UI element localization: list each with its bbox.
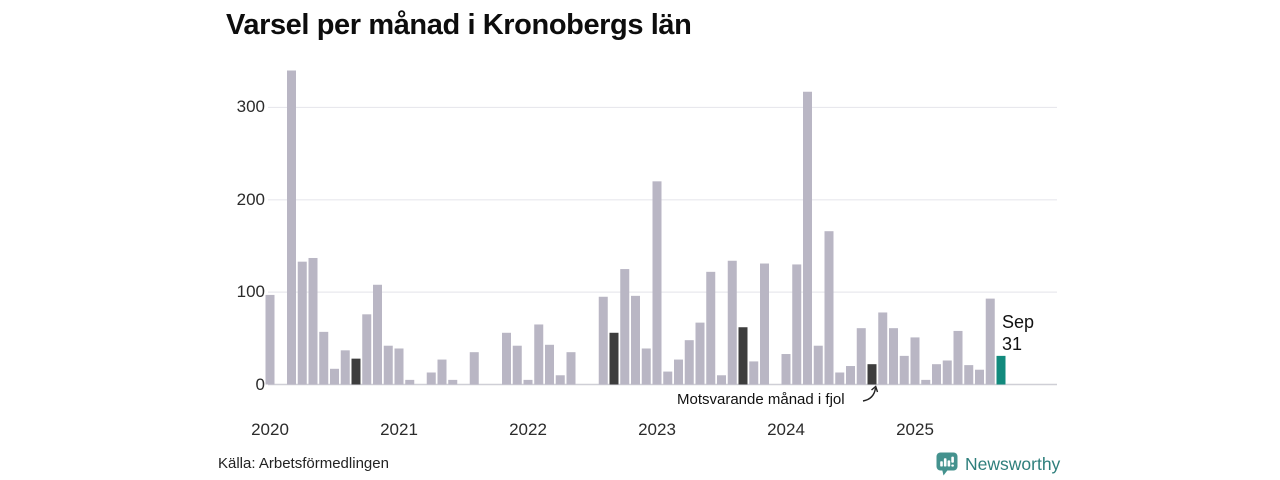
bar-2021-06 [448,379,458,385]
brand-name: Newsworthy [965,453,1061,474]
bar-2022-02 [534,324,544,385]
bar-2023-06 [706,271,716,385]
bar-2023-09 [738,327,748,385]
latest-value: 31 [1002,334,1023,354]
bar-2020-05 [308,257,318,385]
bar-2020-12 [383,345,393,385]
bar-2025-08 [985,298,995,385]
bar-2024-01 [781,354,791,385]
bar-2024-11 [889,328,898,385]
bar-2023-01 [652,181,662,385]
bar-2024-05 [824,231,834,385]
bar-2020-08 [340,350,350,385]
bar-2023-03 [674,359,683,385]
bar-2025-09 [996,355,1006,385]
chart-title: Varsel per månad i Kronobergs län [226,9,692,41]
bar-2023-07 [717,375,726,385]
bar-2022-12 [641,348,651,385]
brand-logo: Newsworthy [936,452,1060,476]
newsworthy-bubble-chart-icon [936,452,958,476]
bar-2024-04 [813,345,823,385]
bar-2021-12 [512,345,522,385]
bar-2020-01 [265,294,275,385]
bar-2025-04 [942,360,952,385]
bar-2025-06 [964,365,974,385]
bar-2022-10 [620,269,630,385]
bar-2022-09 [609,332,619,385]
bar-2025-02 [921,379,931,385]
bar-2021-08 [469,352,479,385]
y-tick-label: 300 [236,97,265,117]
bar-2024-09 [867,364,877,385]
bar-2024-03 [803,91,812,385]
bar-2023-11 [760,263,769,385]
bar-2023-04 [684,340,694,385]
x-tick-label: 2022 [509,420,547,439]
bar-2025-01 [910,337,920,385]
bar-2022-01 [523,379,533,385]
bar-2024-10 [878,312,888,385]
bar-2023-08 [727,260,737,385]
bar-2023-02 [663,371,673,385]
bar-2023-05 [695,322,705,385]
bar-2021-05 [437,359,447,385]
bar-2021-11 [502,332,511,385]
x-tick-label: 2024 [767,420,805,439]
bar-2021-04 [426,372,436,385]
bar-2020-10 [362,314,372,385]
x-tick-label: 2025 [896,420,934,439]
bar-2025-05 [953,330,963,385]
bar-2024-12 [899,355,909,385]
bar-2020-07 [330,368,339,385]
bar-2020-04 [297,261,307,385]
bar-2022-08 [598,296,608,385]
bar-2022-11 [631,295,640,385]
bar-2023-10 [749,361,759,385]
bar-2022-04 [555,375,565,385]
annotation-arrow-icon [862,385,879,402]
annotation-label: Motsvarande månad i fjol [677,391,845,408]
latest-value-label: Sep 31 [1002,311,1034,355]
bar-2024-08 [856,328,866,385]
y-tick-label: 0 [255,374,265,394]
x-tick-label: 2021 [380,420,418,439]
bar-2024-02 [792,264,802,385]
bar-2020-11 [373,284,382,385]
y-tick-label: 100 [236,282,265,302]
bar-2022-03 [545,344,554,385]
source-label: Källa: Arbetsförmedlingen [218,455,389,472]
y-tick-label: 200 [236,189,265,209]
bar-2024-06 [835,372,845,385]
bar-2024-07 [846,366,855,385]
x-tick-label: 2020 [251,420,289,439]
bar-2021-02 [405,379,415,385]
bar-2021-01 [394,348,404,385]
x-tick-label: 2023 [638,420,676,439]
latest-month: Sep [1002,312,1035,332]
bar-2022-05 [566,352,576,385]
bar-2020-09 [351,358,361,385]
bar-2025-03 [932,364,941,385]
bar-2020-06 [319,331,329,385]
bar-2025-07 [975,369,984,385]
bar-2020-03 [287,70,296,385]
